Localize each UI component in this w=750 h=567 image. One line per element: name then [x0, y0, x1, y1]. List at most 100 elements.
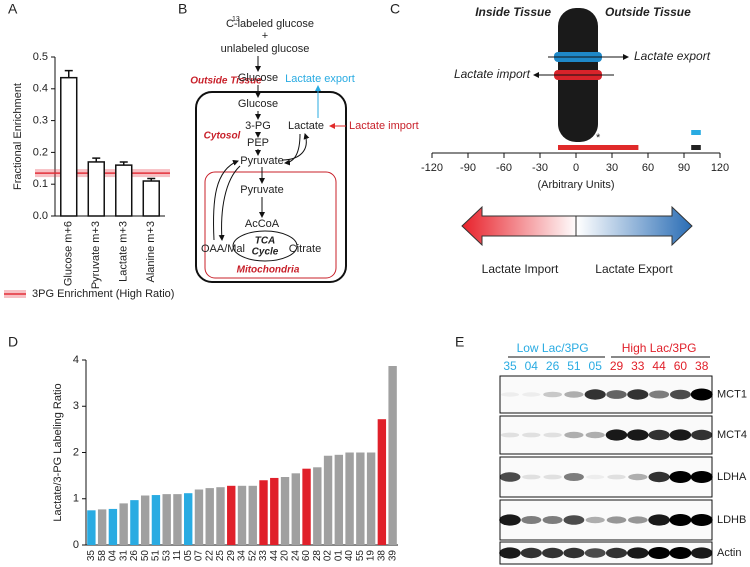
blot-band	[649, 390, 670, 399]
blot-band	[500, 432, 520, 438]
x-tick-label: 60	[301, 550, 312, 562]
blot-band	[542, 516, 563, 524]
bar	[216, 487, 225, 545]
x-tick-label: 31	[118, 550, 129, 562]
x-tick-label: -90	[460, 162, 476, 174]
blot-band	[606, 516, 627, 524]
blot-band	[585, 431, 605, 439]
y-tick-label: 0	[73, 539, 79, 551]
blot-band	[627, 429, 649, 441]
blot-band	[691, 429, 713, 441]
blot-band	[522, 432, 541, 438]
blot-band	[669, 514, 692, 526]
x-tick-label: 34	[237, 550, 248, 562]
lane-label: 29	[610, 359, 624, 373]
protein-label: LDHA	[717, 471, 747, 483]
x-tick-label: 51	[151, 550, 162, 562]
blot-band	[543, 432, 562, 438]
legend-label: 3PG Enrichment (High Ratio)	[32, 288, 174, 300]
blot-band	[627, 547, 649, 559]
x-tick-label: Glucose m+6	[63, 221, 75, 286]
x-tick-label: 30	[606, 162, 618, 174]
y-tick-label: 3	[73, 400, 79, 412]
lane-label: 05	[589, 359, 603, 373]
y-tick-label: 2	[73, 446, 79, 458]
blot-band	[563, 515, 585, 525]
label: Lactate import	[349, 120, 419, 132]
header: Inside Tissue	[475, 5, 551, 19]
bar	[227, 485, 236, 545]
x-tick-label: Alanine m+3	[145, 221, 157, 282]
x-tick-label: 26	[129, 550, 140, 562]
error-bar	[147, 177, 156, 182]
x-tick-label: -120	[421, 162, 443, 174]
blot-band	[500, 392, 520, 397]
tca-cycle	[232, 230, 298, 262]
error-bar	[92, 157, 101, 162]
blot-band	[690, 514, 713, 526]
label: +	[262, 30, 268, 42]
x-tick-label: 11	[172, 550, 183, 561]
x-tick-label: 22	[204, 550, 215, 562]
x-tick-label: 19	[366, 550, 377, 562]
blot-band	[499, 472, 521, 482]
label: Lactate	[288, 120, 324, 132]
panel-label: E	[455, 334, 464, 350]
blot-band	[499, 547, 521, 559]
x-tick-label: 28	[312, 550, 323, 562]
blot-band	[499, 514, 521, 526]
panel-label: A	[8, 1, 18, 17]
label: 3-PG	[245, 120, 271, 132]
x-tick-label: 01	[333, 550, 344, 562]
bar	[280, 477, 290, 545]
label: TCA	[255, 236, 276, 247]
lane-label: 38	[695, 359, 709, 373]
channel-label: Lactate import	[454, 67, 531, 81]
y-tick-label: 0.2	[33, 146, 48, 158]
x-tick-label: -30	[532, 162, 548, 174]
protein-label: LDHB	[717, 514, 746, 526]
bar	[194, 489, 204, 545]
x-tick-label: 04	[108, 550, 119, 562]
blot-band	[564, 391, 584, 398]
bar	[162, 494, 171, 545]
bar	[97, 509, 107, 545]
blot-band	[648, 547, 671, 559]
label: Glucose	[238, 98, 278, 110]
blot-band	[627, 389, 649, 400]
blot-band	[648, 429, 670, 441]
bar	[108, 508, 118, 545]
blot-band	[605, 429, 628, 441]
label: AcCoA	[245, 218, 280, 230]
mito-box	[204, 171, 337, 279]
y-tick-label: 0.0	[33, 210, 48, 222]
label: PEP	[247, 137, 269, 149]
blot-band	[584, 548, 606, 558]
x-tick-label: 40	[344, 550, 355, 562]
label: Pyruvate	[240, 155, 283, 167]
bar	[377, 419, 387, 545]
label: unlabeled glucose	[221, 43, 310, 55]
blot-band	[564, 431, 584, 439]
label: Cycle	[252, 247, 279, 258]
blot-band	[543, 474, 562, 480]
label: Cytosol	[204, 131, 241, 142]
y-tick-label: 0.3	[33, 115, 48, 127]
bar	[87, 161, 105, 217]
bar	[388, 366, 397, 545]
blot-band	[690, 388, 713, 401]
blot-band	[669, 547, 692, 559]
bar	[119, 503, 128, 545]
blot-band	[520, 547, 542, 559]
bar	[270, 477, 279, 545]
label: Outside Tissue	[190, 76, 262, 87]
y-axis-label: Fractional Enrichment	[12, 83, 24, 190]
channel-label: Lactate export	[634, 49, 711, 63]
bar	[205, 488, 214, 545]
x-tick-label: 07	[194, 550, 205, 562]
blot-band	[628, 516, 648, 524]
lane-label: 04	[525, 359, 539, 373]
x-tick-label: 02	[323, 550, 334, 562]
